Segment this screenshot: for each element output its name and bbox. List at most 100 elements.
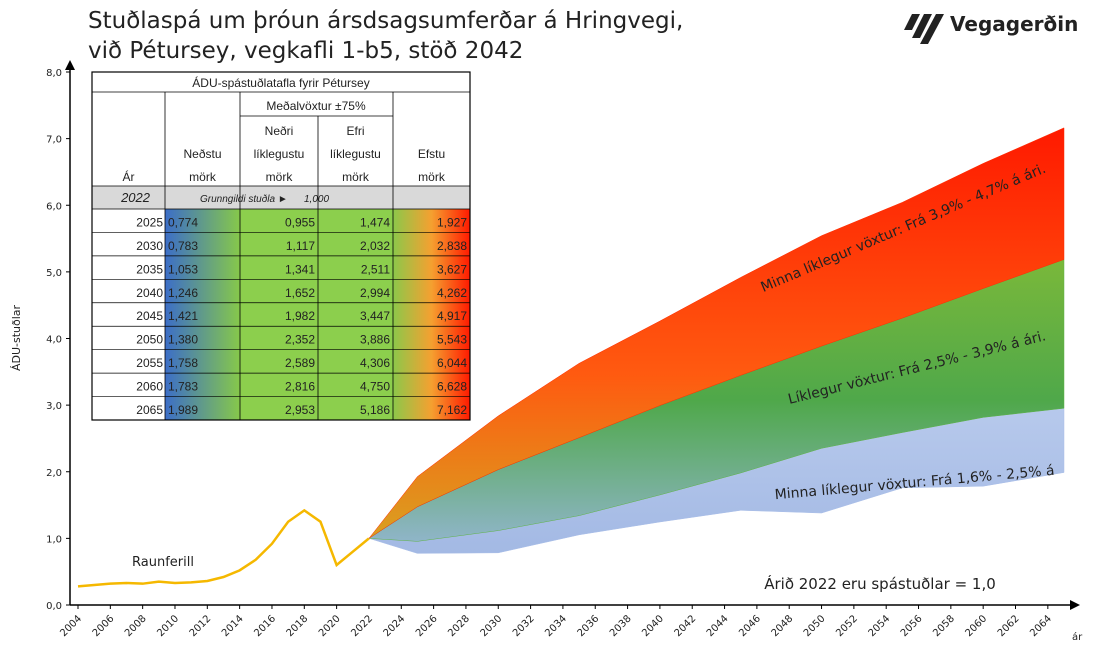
x-tick-label: 2020 [317,613,343,639]
value-cell: 1,652 [285,286,315,300]
x-tick-label: 2046 [737,613,763,639]
x-tick-label: 2008 [123,613,149,639]
y-tick-label: 5,0 [46,268,62,279]
x-tick-label: 2030 [479,613,505,639]
x-tick-label: 2042 [673,613,699,639]
base-value: 1,000 [304,194,329,205]
column-header: Efri [347,124,365,138]
x-tick-label: 2048 [770,613,796,639]
logo: Vegagerðin [950,12,1078,36]
x-tick-label: 2040 [640,613,666,639]
forecast-band [368,127,1065,539]
year-cell: 2050 [136,333,163,347]
value-cell: 1,380 [168,333,198,347]
year-cell: 2040 [136,286,163,300]
x-tick-label: 2060 [964,613,990,639]
column-bg [165,209,240,420]
base-row-bg [92,186,470,209]
value-cell: 4,306 [360,356,390,370]
x-tick-label: 2006 [91,613,117,639]
value-cell: 1,927 [437,215,467,229]
y-tick-label: 0,0 [46,601,62,612]
x-tick-label: 2050 [802,613,828,639]
y-axis-arrow [65,60,75,70]
column-header: Neðri [265,124,294,138]
value-cell: 3,886 [360,333,390,347]
x-tick-label: 2056 [899,613,925,639]
x-axis-arrow [1070,600,1080,610]
x-tick-label: 2014 [220,613,246,639]
x-tick-label: 2028 [446,613,472,639]
value-cell: 1,758 [168,356,198,370]
x-tick-label: 2052 [834,613,860,639]
x-tick-label: 2034 [543,613,569,639]
value-cell: 1,117 [286,239,315,253]
column-bg [393,209,470,420]
column-header: mörk [266,170,294,184]
y-tick-label: 2,0 [46,468,62,479]
year-cell: 2045 [136,309,163,323]
value-cell: 1,421 [168,309,198,323]
x-tick-label: 2004 [58,613,84,639]
x-tick-label: 2018 [285,613,311,639]
value-cell: 2,032 [360,239,390,253]
y-tick-label: 8,0 [46,68,62,79]
annotation: Árið 2022 eru spástuðlar = 1,0 [764,574,996,593]
column-header: Neðstu [183,147,221,161]
value-cell: 1,474 [360,215,390,229]
x-tick-label: 2044 [705,613,731,639]
value-cell: 1,982 [285,309,315,323]
column-header: líklegustu [254,147,305,161]
x-tick-label: 2038 [608,613,634,639]
y-tick-label: 7,0 [46,135,62,146]
value-cell: 1,053 [168,262,198,276]
value-cell: 1,341 [285,262,315,276]
value-cell: 2,994 [360,286,390,300]
y-tick-label: 3,0 [46,401,62,412]
value-cell: 6,044 [437,356,467,370]
x-tick-label: 2036 [576,613,602,639]
x-tick-label: 2016 [252,613,278,639]
history-line [77,508,370,588]
x-tick-label: 2010 [155,613,181,639]
table-border [91,71,471,421]
value-cell: 6,628 [437,380,467,394]
value-cell: 4,750 [360,380,390,394]
year-cell: 2030 [136,239,163,253]
y-tick-label: 1,0 [46,534,62,545]
base-year: 2022 [120,190,151,205]
y-axis-label: ÁDU-stuðlar [10,304,23,371]
x-tick-label: 2024 [382,613,408,639]
year-cell: 2065 [136,403,163,417]
logo-icon [904,14,944,44]
column-header: mörk [418,170,446,184]
column-header: mörk [189,170,217,184]
column-bg [240,209,318,420]
value-cell: 1,246 [168,286,198,300]
value-cell: 2,953 [285,403,315,417]
value-cell: 2,838 [437,239,467,253]
year-cell: 2060 [136,380,163,394]
x-tick-label: 2022 [349,613,375,639]
x-tick-label: 2054 [867,613,893,639]
value-cell: 3,447 [360,309,390,323]
x-tick-label: 2064 [1028,613,1054,639]
value-cell: 1,989 [168,403,198,417]
value-cell: 5,186 [360,403,390,417]
value-cell: 7,162 [437,403,467,417]
value-cell: 4,917 [437,309,467,323]
x-tick-label: 2012 [188,613,214,639]
year-cell: 2035 [136,262,163,276]
column-header: Ár [123,169,135,184]
value-cell: 0,783 [168,239,198,253]
x-tick-label: 2026 [414,613,440,639]
y-tick-label: 6,0 [46,201,62,212]
year-cell: 2055 [136,356,163,370]
x-tick-label: 2032 [511,613,537,639]
value-cell: 0,774 [168,215,198,229]
column-header: líklegustu [330,147,381,161]
column-bg [318,209,393,420]
year-cell: 2025 [136,215,163,229]
value-cell: 1,783 [168,380,198,394]
